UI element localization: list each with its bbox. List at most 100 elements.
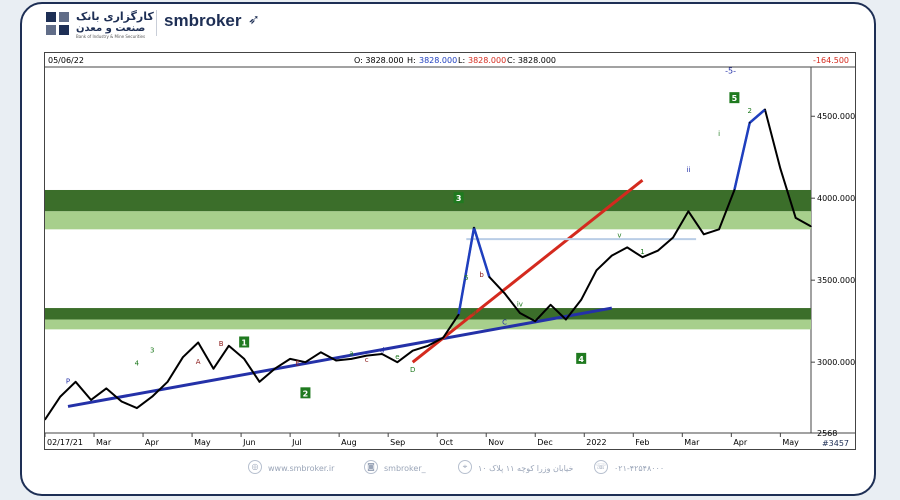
x-tick-label: Jun [242,438,256,447]
x-tick-label: Apr [733,438,748,447]
wave-label: iii [471,309,477,317]
price-point [166,381,169,383]
impulse-segment-1 [733,108,766,191]
brand-name: smbroker [164,11,242,30]
price-point [503,292,506,295]
price-point [549,303,552,306]
price-point [304,361,307,363]
price-point [657,249,659,252]
low-value: 3828.000 [468,56,506,65]
location-pin-icon: ⌖ [458,460,472,474]
high-value: 3828.000 [419,56,457,65]
globe-icon: ◎ [248,460,262,474]
wave-box-3 [453,192,464,204]
wave-box-label: 3 [456,194,462,203]
footer-website[interactable]: www.smbroker.ir [268,464,335,473]
wave-label: 2 [747,107,751,115]
wave-label: E [296,359,300,367]
y-tick-label: 4500.000 [817,112,855,121]
price-point [258,381,261,383]
price-point [182,356,184,359]
price-point [733,189,736,191]
wave-label: iv [517,300,523,308]
bank-name-line2: صنعت و معدن [76,23,146,34]
price-point [488,276,491,278]
header: کارگزاری بانک صنعت و معدن Bank of Indust… [22,4,874,44]
price-point [457,313,460,316]
price-point [228,344,230,347]
wave-label: i [718,130,720,138]
x-tick-label: Feb [635,438,649,447]
x-tick-label: Aug [341,438,357,447]
price-point [212,367,215,370]
price-point [595,269,598,272]
zone-0 [45,189,811,212]
wave-label: v [617,232,621,240]
instagram-icon: ◙ [364,460,378,474]
price-point [136,407,138,409]
bank-name-en: Bank of Industry & Mine Securities [76,34,146,39]
price-point [672,236,674,239]
x-tick-label: 2022 [586,438,606,447]
price-point [779,167,782,170]
wave-box-2 [300,387,311,399]
channel-trendline[interactable] [411,178,644,364]
zone-3 [45,319,811,330]
price-point [335,359,337,362]
wave-box-label: 1 [241,338,247,347]
price-point [274,367,276,370]
wave-label: d [380,346,384,354]
x-tick-label: Dec [537,438,552,447]
wave-label: A [196,358,201,366]
price-point [120,400,123,403]
price-point [580,299,582,301]
wave-box-4 [576,352,587,364]
open-value: O: 3828.000 [354,56,404,65]
price-point [396,361,399,363]
zone-2 [45,308,811,320]
bars-count: #3457 [822,439,849,448]
x-tick-label: 02/17/21 [47,438,83,447]
price-point [381,353,383,355]
price-point [44,418,46,421]
price-point [473,226,475,229]
chart-panel: 05/06/22 O: 3828.000 H: 3828.000 L: 3828… [44,52,856,450]
chart-date: 05/06/22 [48,56,84,65]
x-tick-label: Mar [96,438,112,447]
header-divider [156,10,157,36]
price-point [365,354,368,357]
footer-address: خیابان وزرا کوچه ۱۱ پلاک ۱۰ [478,464,574,473]
wave-label: c [365,356,369,364]
bank-logo: کارگزاری بانک صنعت و معدن Bank of Indust… [44,8,184,40]
price-point [641,256,644,259]
y-tick-label: 3000.000 [817,358,855,367]
price-point [289,358,291,360]
price-point [687,210,690,213]
low-label: L: [458,56,465,65]
price-point [611,254,613,257]
price-point [810,225,812,228]
price-point [197,341,199,344]
change-value: -164.500 [813,56,849,65]
wave-box-1 [239,336,250,348]
x-tick-label: Apr [145,438,160,447]
price-point [718,228,720,231]
price-point [350,358,353,360]
x-tick-label: Sep [390,438,405,447]
x-tick-label: May [782,438,799,447]
wave-label: e [395,353,399,361]
y-tick-label: 3500.000 [817,276,855,285]
wave-label: b [479,271,484,279]
paper-plane-icon: ➶ [248,12,260,28]
impulse-segment-0 [457,227,491,315]
price-point [319,351,322,354]
price-point [626,246,628,249]
price-point [74,381,77,383]
price-point [764,108,766,111]
zone-1 [45,211,811,230]
price-point [519,312,521,314]
price-point [427,344,429,347]
footer-instagram[interactable]: smbroker_ [384,464,426,473]
bank-name-line1: کارگزاری بانک [76,10,154,23]
y-tick-label: 4000.000 [817,194,855,203]
